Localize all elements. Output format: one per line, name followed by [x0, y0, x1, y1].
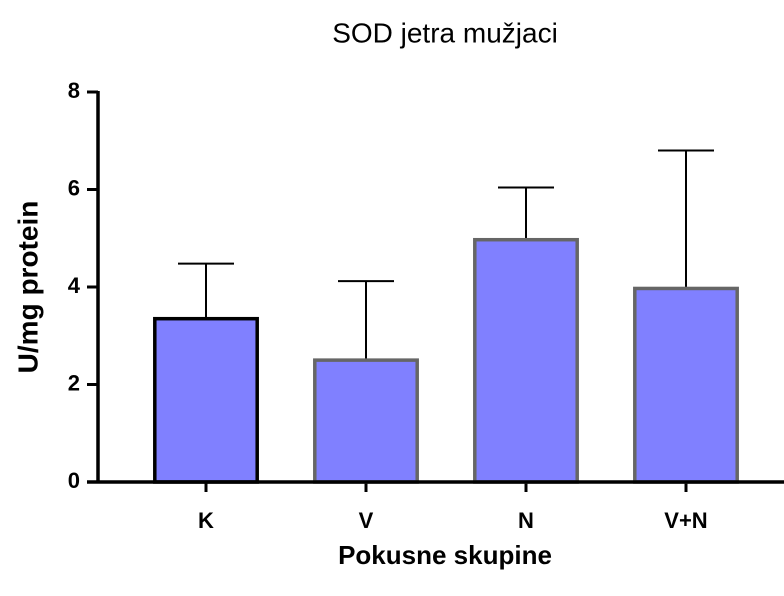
bar	[473, 237, 579, 484]
y-axis-label: U/mg protein	[12, 201, 43, 374]
y-tick-label: 0	[68, 468, 80, 493]
bar	[153, 316, 259, 484]
x-tick-label: K	[198, 508, 214, 533]
x-tick-label: V	[359, 508, 374, 533]
y-tick-label: 6	[68, 175, 80, 200]
x-axis-label: Pokusne skupine	[338, 540, 552, 570]
y-tick-label: 2	[68, 370, 80, 395]
x-tick-label: V+N	[664, 508, 707, 533]
bar	[313, 358, 419, 484]
y-tick-label: 8	[68, 78, 80, 103]
x-tick-label: N	[518, 508, 534, 533]
chart-title: SOD jetra mužjaci	[332, 17, 558, 48]
y-tick-label: 4	[68, 273, 81, 298]
bar	[633, 286, 739, 484]
